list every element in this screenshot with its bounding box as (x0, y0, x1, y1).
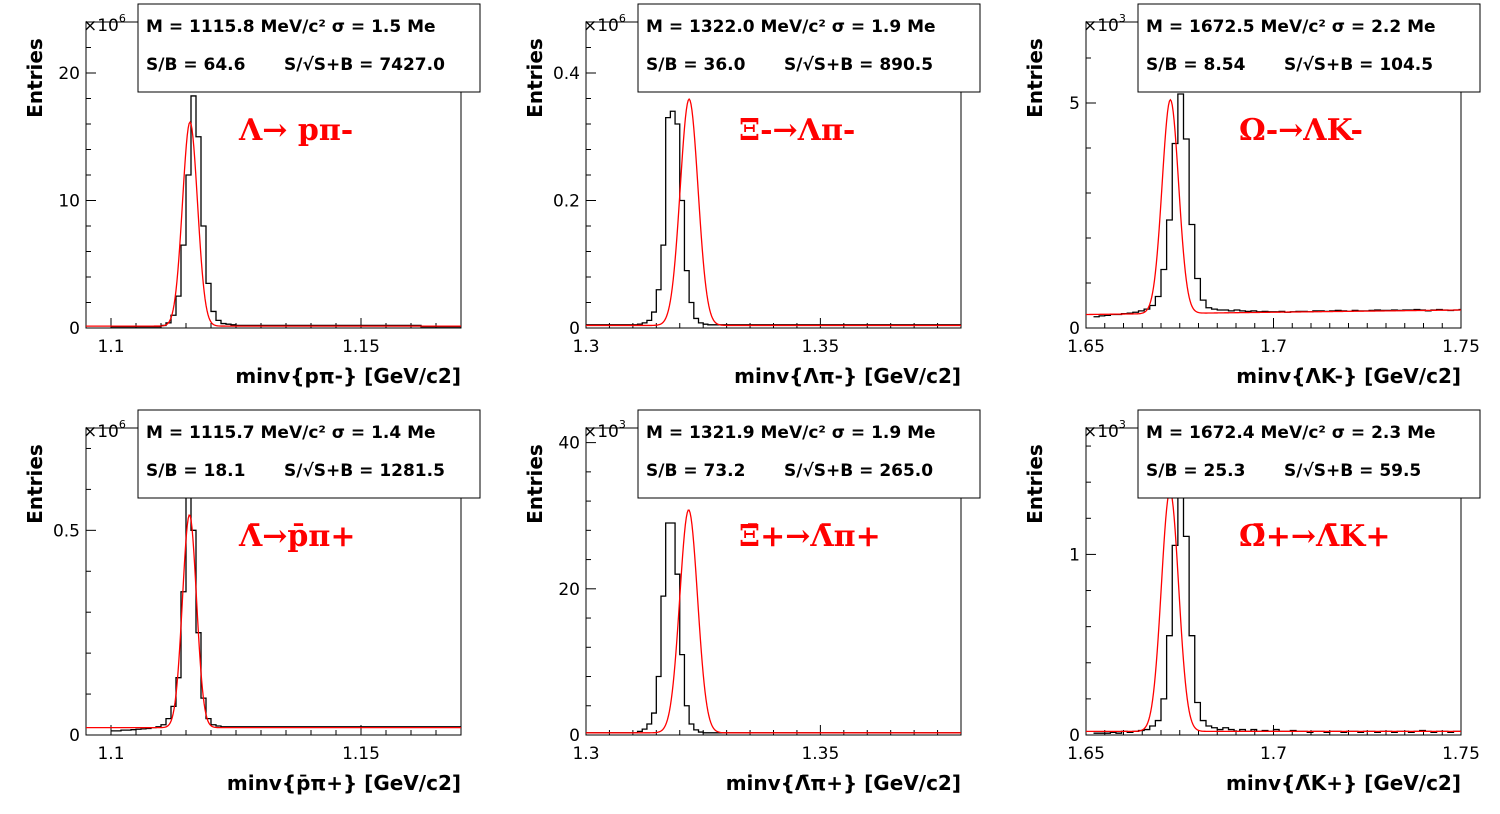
y-tick-label: 0 (1069, 319, 1080, 339)
panel-anti-lambda: 1.1 1.15 0 0.5 ×106 M = 1115.7 MeV/c² σ = 1.4… (23, 409, 481, 795)
stats-significance: S/√S+B = 890.5 (784, 55, 933, 75)
stats-box (1137, 3, 1481, 93)
x-tick-label: 1.75 (1442, 337, 1480, 357)
stats-sb: S/B = 64.6 (146, 55, 245, 75)
x-tick-label: 1.35 (801, 744, 839, 764)
x-tick-label: 1.7 (1260, 337, 1287, 357)
x-axis-title: minv{ΛK-} [GeV/c2] (1236, 364, 1461, 388)
stats-box (137, 409, 481, 499)
y-multiplier-label: ×106 (83, 12, 126, 36)
stats-mass: M = 1321.9 MeV/c² σ = 1.9 Me (646, 423, 936, 443)
stats-box (137, 3, 481, 93)
x-tick-label: 1.3 (572, 744, 599, 764)
decay-label: Λ→ pπ- (238, 113, 353, 148)
panel-omega: 1.65 1.7 1.75 0 5 ×103 M = 1672.5 MeV/c² σ = 2… (1023, 3, 1481, 388)
y-axis-title: Entries (523, 444, 547, 524)
y-tick-label: 40 (558, 434, 580, 454)
stats-significance: S/√S+B = 59.5 (1284, 461, 1421, 481)
x-axis-title: minv{pπ-} [GeV/c2] (235, 364, 461, 388)
fit-curve (86, 514, 461, 729)
decay-label: Ξ̄+→Λ̄π+ (739, 519, 881, 554)
y-axis-title: Entries (23, 38, 47, 118)
fit-curve (586, 98, 961, 327)
panel-anti-omega: 1.65 1.7 1.75 0 1 ×103 M = 1672.4 MeV/c² σ = 2… (1023, 409, 1481, 795)
stats-box (1137, 409, 1481, 499)
y-multiplier-label: ×106 (583, 12, 626, 36)
x-tick-label: 1.7 (1260, 744, 1287, 764)
stats-box (637, 409, 981, 499)
stats-mass: M = 1672.4 MeV/c² σ = 2.3 Me (1146, 423, 1436, 443)
y-tick-label: 0 (69, 319, 80, 339)
decay-label: Ξ-→Λπ- (739, 113, 855, 148)
stats-mass: M = 1322.0 MeV/c² σ = 1.9 Me (646, 17, 936, 37)
fit-curve (1085, 98, 1462, 316)
stats-significance: S/√S+B = 7427.0 (284, 55, 445, 75)
y-tick-label: 0.2 (553, 192, 580, 212)
y-tick-label: 0 (69, 726, 80, 746)
y-axis-title: Entries (523, 38, 547, 118)
decay-label: Ω-→ΛK- (1239, 113, 1363, 148)
stats-sb: S/B = 18.1 (146, 461, 245, 481)
y-axis-title: Entries (1023, 444, 1047, 524)
x-tick-label: 1.3 (572, 337, 599, 357)
y-tick-label: 20 (558, 580, 580, 600)
x-tick-label: 1.1 (97, 337, 124, 357)
stats-sb: S/B = 73.2 (646, 461, 745, 481)
y-multiplier-label: ×103 (583, 418, 626, 442)
fit-curve (586, 509, 961, 734)
panel-anti-xi: 1.3 1.35 0 20 40×103 M = 1321.9 MeV/c² σ = 1.… (523, 409, 981, 795)
y-multiplier-label: ×103 (1083, 418, 1126, 442)
y-axis-title: Entries (1023, 38, 1047, 118)
fit-curve (86, 120, 461, 327)
y-tick-label: 0 (569, 319, 580, 339)
y-tick-label: 10 (58, 192, 80, 212)
x-axis-title: minv{p̄π+} [GeV/c2] (227, 771, 461, 795)
x-tick-label: 1.65 (1067, 337, 1105, 357)
y-tick-label: 0.5 (53, 521, 80, 541)
y-multiplier-label: ×106 (83, 418, 126, 442)
x-tick-label: 1.15 (342, 337, 380, 357)
panel-lambda: 1.1 1.15 0 10 20 ×106 M = 1115.8 MeV/c² σ = 1.… (23, 3, 481, 388)
fit-curve (1086, 490, 1461, 733)
panel-xi: 1.3 1.35 0 0.2 0.4 ×106 M = 1322.0 MeV/c² σ = … (523, 3, 981, 388)
stats-sb: S/B = 25.3 (1146, 461, 1245, 481)
stats-significance: S/√S+B = 1281.5 (284, 461, 445, 481)
stats-mass: M = 1672.5 MeV/c² σ = 2.2 Me (1146, 17, 1436, 37)
stats-sb: S/B = 36.0 (646, 55, 746, 75)
x-tick-label: 1.35 (801, 337, 839, 357)
stats-significance: S/√S+B = 265.0 (784, 461, 933, 481)
x-axis-title: minv{Λπ-} [GeV/c2] (734, 364, 961, 388)
decay-label: Ω̄+→Λ̄K+ (1239, 519, 1390, 554)
histogram (586, 522, 961, 734)
x-tick-label: 1.75 (1442, 744, 1480, 764)
x-axis-title: minv{Λ̄π+} [GeV/c2] (726, 771, 961, 795)
histogram (1093, 477, 1461, 734)
y-tick-label: 1 (1069, 545, 1080, 565)
x-tick-label: 1.1 (97, 744, 124, 764)
y-tick-label: 0 (1069, 726, 1080, 746)
y-tick-label: 5 (1069, 94, 1080, 114)
x-tick-label: 1.65 (1067, 744, 1105, 764)
stats-mass: M = 1115.7 MeV/c² σ = 1.4 Me (146, 423, 436, 443)
y-tick-label: 0 (569, 726, 580, 746)
stats-significance: S/√S+B = 104.5 (1284, 55, 1433, 75)
stats-mass: M = 1115.8 MeV/c² σ = 1.5 Me (146, 17, 436, 37)
stats-sb: S/B = 8.54 (1146, 55, 1246, 75)
x-tick-label: 1.15 (342, 744, 380, 764)
y-tick-label: 0.4 (553, 64, 580, 84)
y-axis-title: Entries (23, 444, 47, 524)
stats-box (637, 3, 981, 93)
x-axis-title: minv{Λ̄K+} [GeV/c2] (1226, 771, 1461, 795)
y-multiplier-label: ×103 (1083, 12, 1126, 36)
decay-label: Λ̄→p̄π+ (238, 519, 355, 554)
y-tick-label: 20 (58, 64, 80, 84)
